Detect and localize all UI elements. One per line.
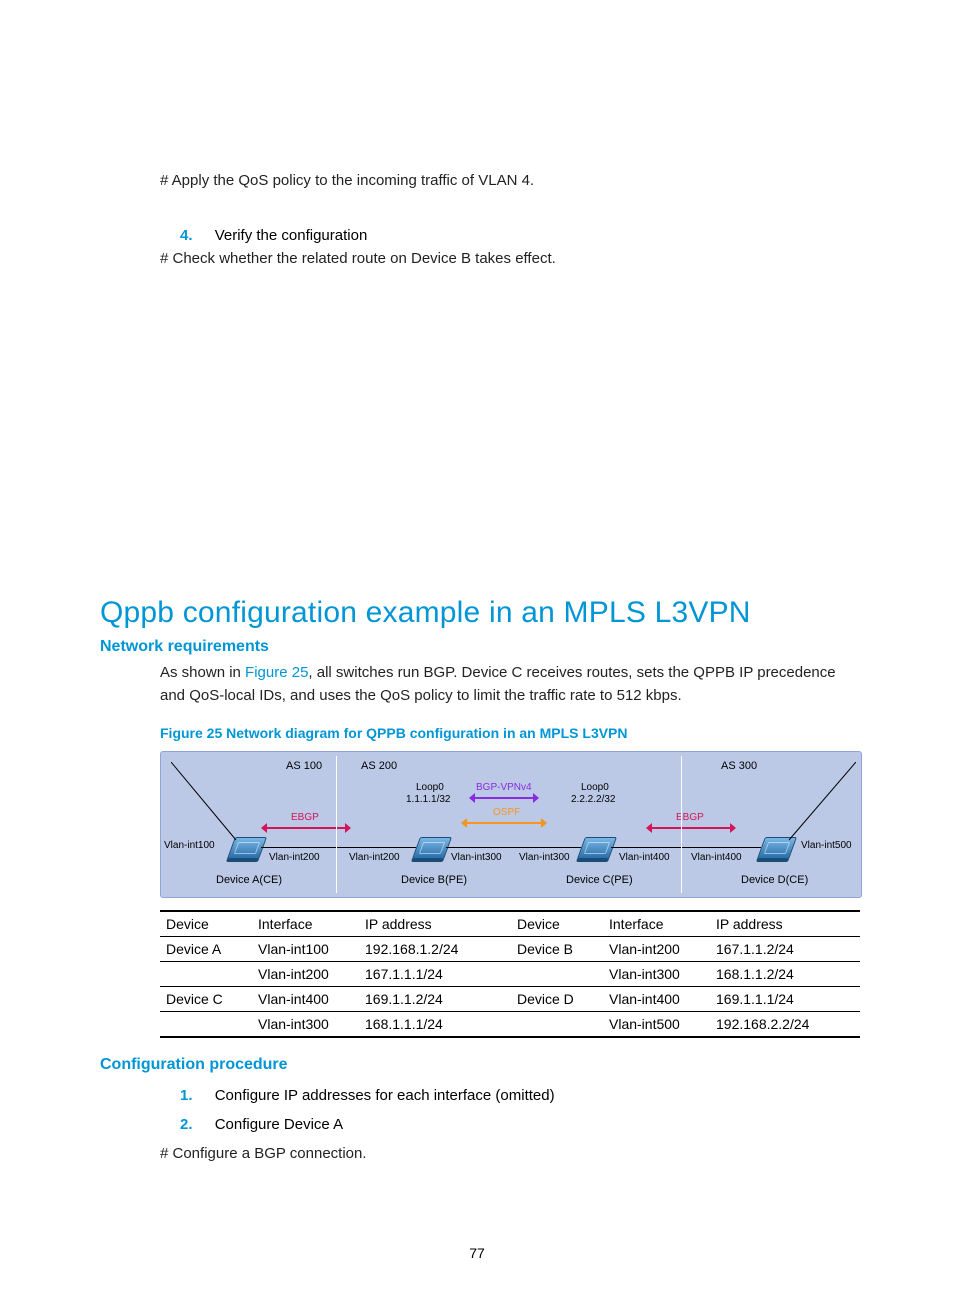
proc-step-2-num: 2.	[180, 1116, 193, 1133]
config-proc-heading: Configuration procedure	[100, 1056, 854, 1074]
vlan400-label-c: Vlan-int400	[619, 852, 670, 863]
ospf-label: OSPF	[493, 807, 520, 818]
link-bc	[446, 847, 581, 848]
step-4-number: 4.	[180, 227, 193, 244]
table-row: Vlan-int300 168.1.1.1/24 Vlan-int500 192…	[160, 1012, 860, 1038]
cell: Vlan-int500	[603, 1012, 710, 1038]
vlan300-label-b: Vlan-int300	[451, 852, 502, 863]
loop0a-label: Loop0	[416, 782, 444, 793]
device-b-label: Device B(PE)	[401, 874, 467, 886]
loop0a-ip: 1.1.1.1/32	[406, 794, 450, 805]
network-diagram: AS 100 AS 200 AS 300 Loop0 1.1.1.1/32 Lo…	[160, 751, 862, 898]
as100-label: AS 100	[286, 760, 322, 772]
cell: Device A	[160, 937, 252, 962]
ip-address-table: Device Interface IP address Device Inter…	[160, 910, 860, 1038]
proc-step-2: 2. Configure Device A	[180, 1111, 854, 1140]
figure-caption: Figure 25 Network diagram for QPPB confi…	[160, 725, 854, 741]
cell	[160, 962, 252, 987]
link-cd	[611, 847, 761, 848]
vlan200-label-a: Vlan-int200	[269, 852, 320, 863]
table-row: Device C Vlan-int400 169.1.1.2/24 Device…	[160, 987, 860, 1012]
section-title: Qppb configuration example in an MPLS L3…	[100, 596, 854, 630]
th-ip-1: IP address	[359, 911, 511, 937]
th-ip-2: IP address	[710, 911, 860, 937]
proc-step-1-num: 1.	[180, 1087, 193, 1104]
bgp-text: # Configure a BGP connection.	[160, 1143, 854, 1166]
as-sep-2	[681, 756, 682, 893]
cell: Vlan-int300	[603, 962, 710, 987]
netreq-body: As shown in Figure 25, all switches run …	[160, 662, 854, 707]
cell: 167.1.1.2/24	[710, 937, 860, 962]
left-diag	[171, 762, 241, 842]
vlan300-label-c: Vlan-int300	[519, 852, 570, 863]
vertical-gap	[100, 276, 854, 596]
vlan500-label: Vlan-int500	[801, 840, 852, 851]
check-route-text: # Check whether the related route on Dev…	[160, 248, 854, 271]
cell: Vlan-int200	[603, 937, 710, 962]
ebgp-arrow-left	[261, 825, 351, 831]
as-sep-1	[336, 756, 337, 893]
th-device-1: Device	[160, 911, 252, 937]
page: # Apply the QoS policy to the incoming t…	[0, 0, 954, 1296]
cell	[511, 1012, 603, 1038]
netreq-pre: As shown in	[160, 664, 245, 681]
cell: Vlan-int100	[252, 937, 359, 962]
cell: 168.1.1.1/24	[359, 1012, 511, 1038]
ebgp-label-left: EBGP	[291, 812, 319, 823]
cell: 167.1.1.1/24	[359, 962, 511, 987]
cell: Device B	[511, 937, 603, 962]
cell: Vlan-int400	[252, 987, 359, 1012]
table-header-row: Device Interface IP address Device Inter…	[160, 911, 860, 937]
proc-step-1-text: Configure IP addresses for each interfac…	[215, 1087, 555, 1104]
step-4-text: Verify the configuration	[215, 227, 368, 244]
netreq-heading: Network requirements	[100, 638, 854, 656]
cell: 192.168.1.2/24	[359, 937, 511, 962]
device-c-icon	[577, 837, 617, 859]
device-d-label: Device D(CE)	[741, 874, 808, 886]
bgpvpn-arrow	[469, 795, 539, 801]
th-interface-1: Interface	[252, 911, 359, 937]
cell: 168.1.1.2/24	[710, 962, 860, 987]
cell	[511, 962, 603, 987]
table-row: Device A Vlan-int100 192.168.1.2/24 Devi…	[160, 937, 860, 962]
vlan200-label-b: Vlan-int200	[349, 852, 400, 863]
link-ab	[261, 847, 416, 848]
right-diag	[781, 762, 856, 842]
vlan100-label: Vlan-int100	[164, 840, 215, 851]
cell: Vlan-int400	[603, 987, 710, 1012]
step-4: 4. Verify the configuration	[180, 227, 854, 244]
th-device-2: Device	[511, 911, 603, 937]
cell: Vlan-int200	[252, 962, 359, 987]
proc-step-1: 1. Configure IP addresses for each inter…	[180, 1082, 854, 1111]
device-a-label: Device A(CE)	[216, 874, 282, 886]
page-number: 77	[0, 1245, 954, 1261]
cell: Device C	[160, 987, 252, 1012]
cell: Vlan-int300	[252, 1012, 359, 1038]
device-b-icon	[412, 837, 452, 859]
cell	[160, 1012, 252, 1038]
as200-label: AS 200	[361, 760, 397, 772]
table-row: Vlan-int200 167.1.1.1/24 Vlan-int300 168…	[160, 962, 860, 987]
th-interface-2: Interface	[603, 911, 710, 937]
ebgp-arrow-right	[646, 825, 736, 831]
vlan400-label-d: Vlan-int400	[691, 852, 742, 863]
loop0b-ip: 2.2.2.2/32	[571, 794, 615, 805]
proc-step-2-text: Configure Device A	[215, 1116, 343, 1133]
cell: Device D	[511, 987, 603, 1012]
proc-list: 1. Configure IP addresses for each inter…	[180, 1082, 854, 1139]
loop0b-label: Loop0	[581, 782, 609, 793]
ospf-arrow	[461, 820, 547, 826]
device-c-label: Device C(PE)	[566, 874, 633, 886]
cell: 169.1.1.1/24	[710, 987, 860, 1012]
figure-link[interactable]: Figure 25	[245, 664, 308, 681]
cell: 169.1.1.2/24	[359, 987, 511, 1012]
apply-policy-text: # Apply the QoS policy to the incoming t…	[160, 170, 854, 193]
bgpvpn-label: BGP-VPNv4	[476, 782, 532, 793]
cell: 192.168.2.2/24	[710, 1012, 860, 1038]
as300-label: AS 300	[721, 760, 757, 772]
